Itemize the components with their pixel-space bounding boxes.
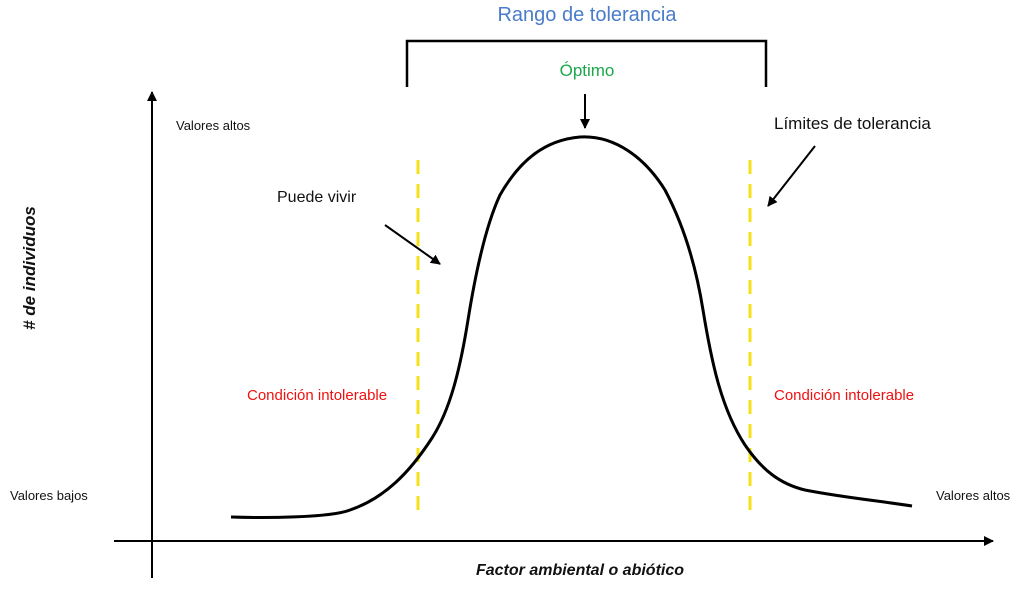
tolerance-curve bbox=[230, 135, 913, 519]
y-high-label: Valores altos bbox=[176, 118, 251, 133]
limits-arrow bbox=[767, 145, 816, 207]
range-title: Rango de tolerancia bbox=[497, 4, 677, 26]
tolerance-limits-label: Límites de tolerancia bbox=[774, 114, 931, 133]
intolerable-left-label: Condición intolerable bbox=[247, 387, 388, 404]
x-high-label: Valores altos bbox=[936, 488, 1011, 503]
y-axis-title: # de individuos bbox=[20, 206, 39, 330]
optimum-label: Óptimo bbox=[559, 61, 615, 80]
tolerance-range-bracket bbox=[405, 39, 768, 87]
x-low-label: Valores bajos bbox=[10, 488, 88, 503]
can-live-arrow bbox=[384, 224, 441, 265]
intolerable-right-label: Condición intolerable bbox=[774, 387, 915, 404]
can-live-label: Puede vivir bbox=[277, 189, 357, 206]
x-axis-title: Factor ambiental o abiótico bbox=[475, 562, 685, 579]
